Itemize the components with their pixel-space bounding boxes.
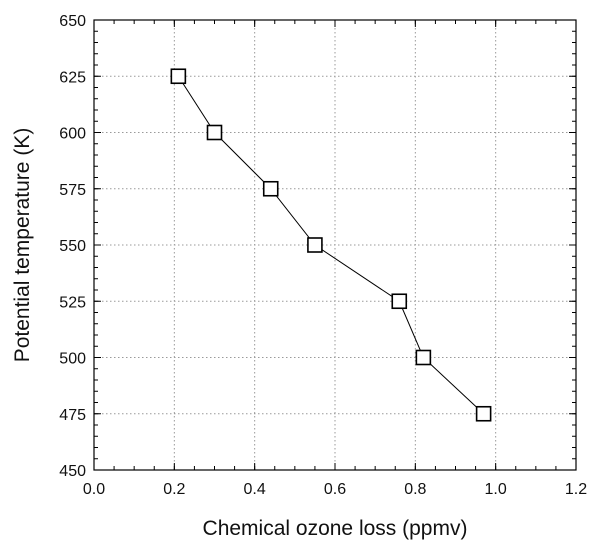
y-tick-labels: 450 475 500 525 550 575 600 625 650 [59,13,86,480]
x-tick-label: 0.2 [163,481,185,498]
y-tick-label: 475 [59,407,86,424]
y-tick-label: 625 [59,69,86,86]
data-point-marker [170,68,187,85]
data-point-marker [262,180,279,197]
data-point-marker [307,237,323,253]
data-point-marker [391,293,408,310]
y-tick-label: 600 [59,126,86,143]
data-point-marker [475,405,492,422]
y-tick-label: 650 [59,13,86,30]
y-tick-label: 450 [59,463,86,480]
x-tick-labels: 0.0 0.2 0.4 0.6 0.8 1.0 1.2 [83,481,587,498]
tick-marks [93,19,577,471]
y-tick-label: 525 [59,294,86,311]
data-series [170,68,492,422]
x-tick-label: 1.2 [565,481,587,498]
y-tick-label: 575 [59,182,86,199]
data-point-marker [415,349,432,366]
x-tick-label: 0.0 [83,481,105,498]
x-tick-label: 0.6 [324,481,346,498]
x-tick-label: 1.0 [485,481,507,498]
x-tick-label: 0.8 [404,481,426,498]
y-tick-label: 500 [59,351,86,368]
data-point-marker [206,124,223,141]
y-axis-title: Potential temperature (K) [11,128,34,363]
x-axis-title: Chemical ozone loss (ppmv) [203,517,468,540]
y-tick-label: 550 [59,238,86,255]
gridlines [94,20,576,470]
plot-frame [93,19,577,471]
x-tick-label: 0.4 [244,481,266,498]
